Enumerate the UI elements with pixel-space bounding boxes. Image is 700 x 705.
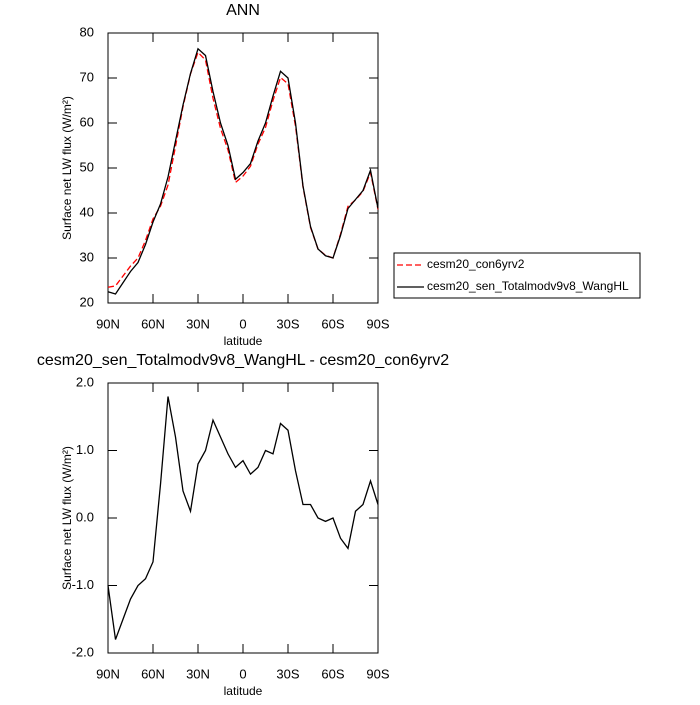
x-axis-label: latitude xyxy=(224,684,263,698)
x-tick-label: 30N xyxy=(186,666,210,681)
y-tick-label: -2.0 xyxy=(72,644,94,659)
y-tick-label: 20 xyxy=(80,294,94,309)
x-tick-label: 30S xyxy=(276,666,299,681)
x-tick-label: 60S xyxy=(321,316,344,331)
x-tick-label: 60N xyxy=(141,316,165,331)
x-tick-label: 90N xyxy=(96,666,120,681)
y-tick-label: 60 xyxy=(80,114,94,129)
data-line xyxy=(107,47,379,295)
x-axis-label: latitude xyxy=(224,334,263,348)
y-axis-label: Surface net LW flux (W/m²) xyxy=(60,446,74,590)
y-tick-label: 1.0 xyxy=(76,442,94,457)
y-tick-label: 50 xyxy=(80,159,94,174)
y-tick-label: 70 xyxy=(80,69,94,84)
x-tick-label: 90N xyxy=(96,316,120,331)
x-tick-label: 60N xyxy=(141,666,165,681)
y-tick-label: 40 xyxy=(80,204,94,219)
plot-frame xyxy=(107,32,379,304)
y-tick-label: 80 xyxy=(80,24,94,39)
y-tick-label: -1.0 xyxy=(72,577,94,592)
y-tick-label: 2.0 xyxy=(76,374,94,389)
y-tick-label: 0.0 xyxy=(76,509,94,524)
y-axis-label: Surface net LW flux (W/m²) xyxy=(60,96,74,240)
plot-frame xyxy=(107,382,379,654)
chart-title: cesm20_sen_Totalmodv9v8_WangHL - cesm20_… xyxy=(37,352,449,369)
legend-label: cesm20_sen_Totalmodv9v8_WangHL xyxy=(427,279,629,293)
chart-title: ANN xyxy=(226,2,260,19)
x-tick-label: 90S xyxy=(366,316,389,331)
legend-box xyxy=(393,252,641,299)
x-tick-label: 0 xyxy=(239,316,246,331)
x-tick-label: 30N xyxy=(186,316,210,331)
x-tick-label: 60S xyxy=(321,666,344,681)
x-tick-label: 90S xyxy=(366,666,389,681)
legend-label: cesm20_con6yrv2 xyxy=(427,257,525,271)
data-line xyxy=(107,51,379,288)
data-line xyxy=(107,396,379,640)
x-tick-label: 0 xyxy=(239,666,246,681)
y-tick-label: 30 xyxy=(80,249,94,264)
x-tick-label: 30S xyxy=(276,316,299,331)
